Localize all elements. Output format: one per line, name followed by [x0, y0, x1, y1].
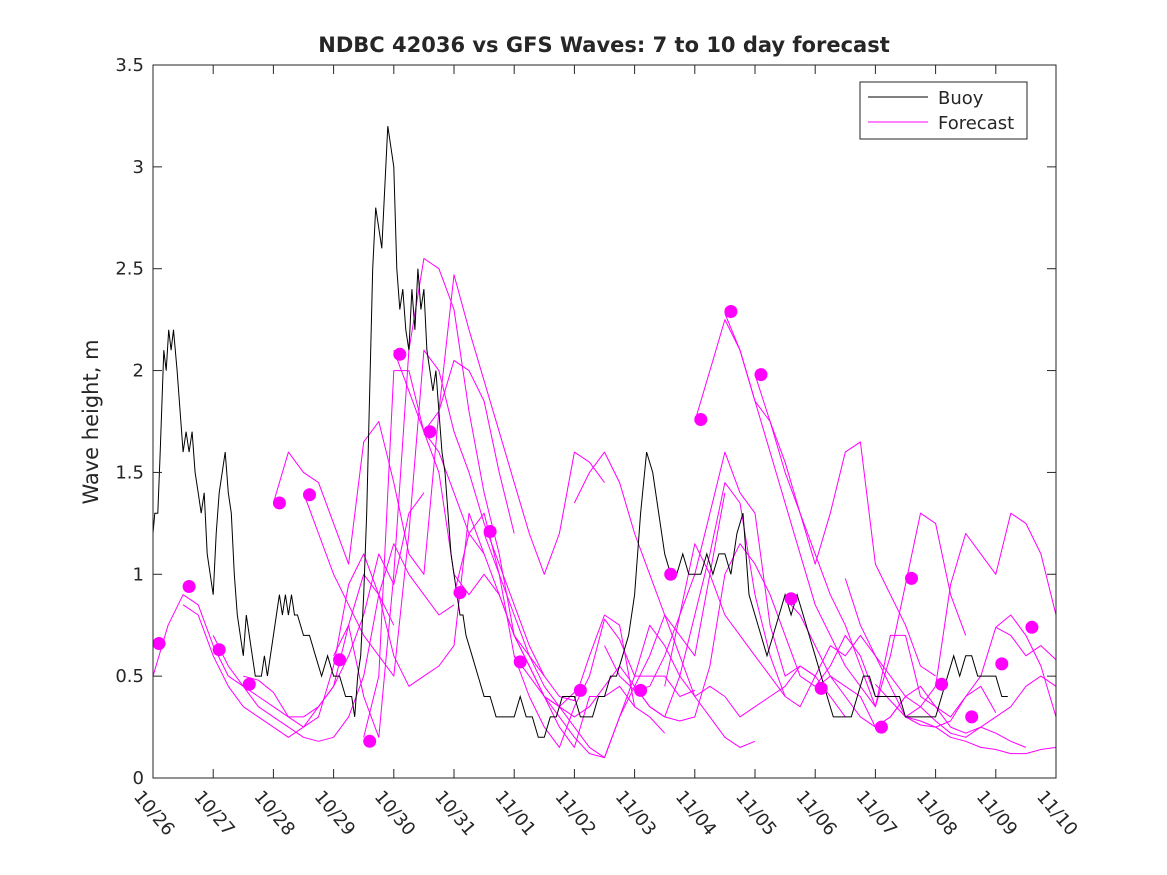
series-layer — [152, 126, 1057, 759]
forecast-marker-21 — [814, 681, 828, 695]
y-tick-label: 3 — [133, 157, 144, 178]
forecast-line-19 — [694, 319, 936, 677]
forecast-marker-2 — [182, 580, 196, 593]
y-tick-label: 1 — [133, 564, 144, 585]
legend-forecast-label: Forecast — [938, 113, 1014, 134]
forecast-marker-24 — [935, 677, 949, 691]
forecast-marker-26 — [995, 657, 1009, 671]
y-tick-label: 2.5 — [115, 259, 144, 280]
forecast-marker-3 — [212, 643, 226, 657]
forecast-marker-10 — [423, 425, 437, 439]
plot-area — [153, 65, 1056, 778]
forecast-line-27 — [995, 626, 1057, 661]
forecast-marker-9 — [393, 347, 407, 361]
legend-buoy-label: Buoy — [938, 88, 984, 109]
forecast-marker-19 — [754, 368, 768, 382]
y-tick-label: 0.5 — [115, 666, 144, 687]
forecast-marker-11 — [453, 586, 467, 600]
forecast-marker-1 — [152, 637, 166, 650]
forecast-line-4 — [243, 512, 485, 728]
y-tick-label: 2 — [133, 361, 144, 382]
y-tick-label: 0 — [133, 768, 144, 789]
y-axis-label: Wave height, m — [79, 339, 103, 504]
forecast-marker-6 — [303, 488, 316, 502]
forecast-line-20 — [724, 313, 967, 708]
forecast-marker-16 — [664, 567, 678, 581]
forecast-marker-8 — [363, 734, 377, 748]
forecast-line-5 — [272, 359, 515, 575]
forecast-line-18 — [664, 543, 906, 708]
forecast-marker-23 — [905, 571, 918, 585]
forecast-line-3 — [212, 543, 455, 742]
y-tick-label: 3.5 — [115, 55, 144, 76]
y-tick-label: 1.5 — [115, 462, 144, 483]
forecast-marker-18 — [724, 305, 738, 318]
forecast-marker-22 — [874, 720, 888, 734]
forecast-marker-12 — [483, 525, 497, 538]
forecast-marker-17 — [694, 413, 708, 426]
marker-layer — [152, 305, 1039, 748]
chart-title: NDBC 42036 vs GFS Waves: 7 to 10 day for… — [318, 33, 889, 57]
forecast-line-17 — [634, 543, 876, 722]
forecast-marker-25 — [965, 710, 979, 724]
legend: Buoy Forecast — [859, 81, 1028, 140]
forecast-line-23 — [814, 675, 1057, 734]
forecast-marker-5 — [272, 496, 286, 510]
forecast-marker-13 — [513, 655, 527, 669]
axes-box — [152, 64, 1057, 779]
forecast-line-24 — [844, 578, 1057, 755]
forecast-marker-7 — [333, 653, 347, 667]
forecast-line-21 — [754, 374, 997, 718]
forecast-line-1 — [152, 573, 395, 718]
forecast-line-15 — [573, 451, 816, 718]
forecast-marker-4 — [242, 677, 256, 691]
forecast-line-8 — [363, 274, 605, 738]
forecast-marker-14 — [573, 683, 587, 697]
legend-box — [859, 81, 1028, 140]
forecast-marker-15 — [634, 683, 648, 697]
forecast-marker-20 — [784, 592, 798, 606]
forecast-line-26 — [905, 512, 1057, 718]
forecast-line-6 — [303, 349, 545, 677]
forecast-marker-27 — [1025, 620, 1039, 634]
forecast-line-13 — [513, 624, 756, 759]
